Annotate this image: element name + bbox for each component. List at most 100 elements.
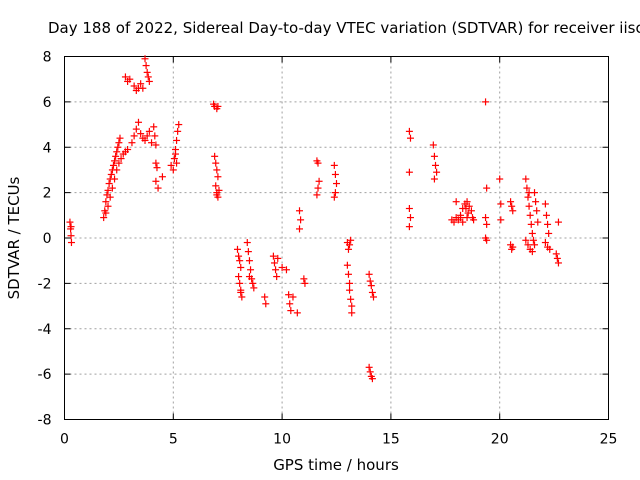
data-point [314, 159, 322, 167]
data-point [367, 282, 375, 290]
data-point [212, 182, 220, 190]
data-point [525, 189, 533, 197]
data-point [134, 118, 142, 126]
data-point [346, 241, 354, 249]
data-point [301, 279, 309, 287]
data-point [405, 127, 413, 135]
data-point [523, 184, 531, 192]
data-point [546, 245, 554, 253]
data-point [405, 205, 413, 213]
data-point [366, 277, 374, 285]
data-point [452, 198, 460, 206]
data-point [348, 302, 356, 310]
y-tick-label: -4 [38, 322, 52, 338]
data-point [154, 184, 162, 192]
data-point [244, 248, 252, 256]
data-point [544, 220, 552, 228]
data-point [115, 139, 123, 147]
data-point [171, 150, 179, 158]
x-tick-label: 5 [169, 432, 178, 448]
data-point [269, 252, 277, 260]
data-point [289, 293, 297, 301]
data-point [67, 223, 75, 231]
data-point [130, 82, 138, 90]
data-point [247, 266, 255, 274]
data-point [245, 257, 253, 265]
data-point [117, 155, 125, 163]
data-point [470, 216, 478, 224]
y-tick-label: 6 [43, 95, 52, 111]
data-point [273, 273, 281, 281]
data-point [522, 236, 530, 244]
data-point [105, 180, 113, 188]
data-point [215, 186, 223, 194]
data-point [285, 291, 293, 299]
data-point [313, 191, 321, 199]
data-point [526, 211, 534, 219]
x-tick-label: 15 [382, 432, 400, 448]
data-point [141, 55, 149, 63]
data-point [522, 175, 530, 183]
data-point [109, 161, 117, 169]
data-point [170, 155, 178, 163]
y-tick-labels: -8 -6 -4 -2 0 2 4 6 8 [38, 50, 52, 429]
grid-lines [64, 56, 609, 420]
data-point [113, 148, 121, 156]
data-point [405, 168, 413, 176]
data-point [104, 186, 112, 194]
data-point [300, 275, 308, 283]
data-point [286, 300, 294, 308]
data-point [137, 130, 145, 138]
data-point [137, 80, 145, 88]
x-tick-labels: 0 5 10 15 20 25 [60, 432, 617, 448]
data-point [67, 239, 75, 247]
y-tick-label: 0 [43, 231, 52, 247]
data-point [124, 146, 132, 154]
x-tick-label: 25 [600, 432, 618, 448]
data-point [158, 173, 166, 181]
data-point [175, 121, 183, 129]
x-axis-title: GPS time / hours [273, 456, 399, 474]
data-point [314, 184, 322, 192]
data-point [282, 266, 290, 274]
data-point [346, 286, 354, 294]
data-point [463, 214, 471, 222]
data-point [331, 189, 339, 197]
data-point [497, 216, 505, 224]
y-tick-label: -8 [38, 413, 52, 429]
data-point [509, 207, 517, 215]
data-point [366, 368, 374, 376]
data-point [100, 214, 108, 222]
data-point [233, 245, 241, 253]
data-point [152, 141, 160, 149]
data-point [459, 218, 467, 226]
data-point [173, 136, 181, 144]
data-point [270, 259, 278, 267]
x-tick-label: 0 [60, 432, 69, 448]
plot-frame [64, 56, 609, 420]
data-point [534, 218, 542, 226]
data-point [542, 211, 550, 219]
data-point [272, 266, 280, 274]
data-point [532, 198, 540, 206]
data-point [344, 245, 352, 253]
y-tick-label: 4 [43, 140, 52, 156]
data-point [369, 293, 377, 301]
data-point [330, 161, 338, 169]
data-point [508, 202, 516, 210]
data-point [250, 284, 258, 292]
data-point [296, 207, 304, 215]
data-point [528, 229, 536, 237]
data-point [212, 159, 220, 167]
data-point [143, 68, 151, 76]
data-point [243, 239, 251, 247]
data-point [541, 239, 549, 247]
data-point [111, 175, 119, 183]
y-tick-label: 2 [43, 186, 52, 202]
data-point [554, 218, 562, 226]
data-point [262, 300, 270, 308]
y-tick-label: -6 [38, 367, 52, 383]
chart-title: Day 188 of 2022, Sidereal Day-to-day VTE… [48, 19, 640, 37]
data-point [293, 309, 301, 317]
